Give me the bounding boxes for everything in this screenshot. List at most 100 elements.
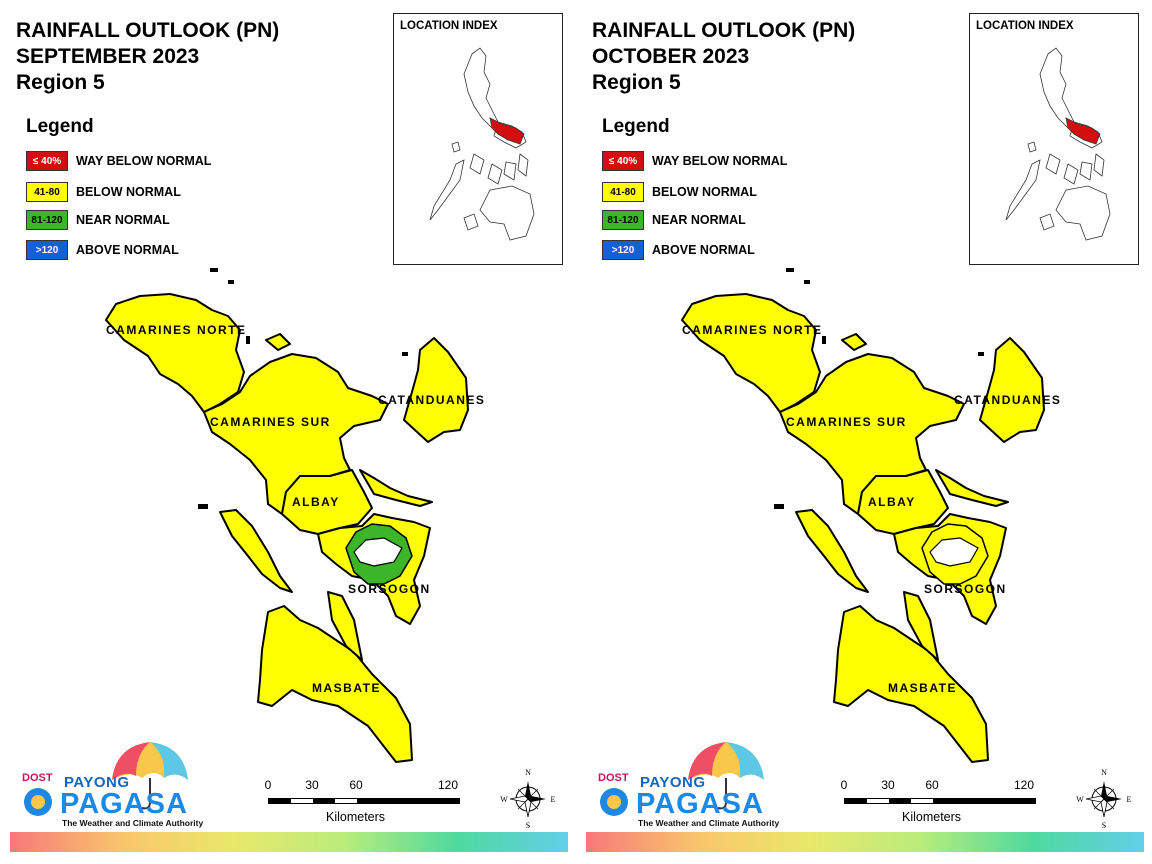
title-line-3: Region 5 xyxy=(16,71,105,94)
title-line-3: Region 5 xyxy=(592,71,681,94)
legend-item-above-normal: >120 ABOVE NORMAL xyxy=(26,239,179,261)
legend-label: BELOW NORMAL xyxy=(652,185,757,199)
label-masbate: MASBATE xyxy=(312,681,381,695)
footer-gradient-bar xyxy=(10,832,568,852)
logo-tagline: The Weather and Climate Authority xyxy=(62,818,204,828)
compass-w: W xyxy=(1076,795,1084,804)
near-normal-zone xyxy=(921,523,989,585)
umbrella-icon xyxy=(24,742,188,816)
island-small-n1 xyxy=(265,333,291,351)
label-sorsogon: SORSOGON xyxy=(348,582,431,596)
legend-swatch: 81-120 xyxy=(26,210,68,230)
legend-item-above-normal: >120 ABOVE NORMAL xyxy=(602,239,755,261)
compass-w: W xyxy=(500,795,508,804)
legend-label: WAY BELOW NORMAL xyxy=(76,154,212,168)
title-line-2: OCTOBER 2023 xyxy=(592,45,750,68)
label-sorsogon: SORSOGON xyxy=(924,582,1007,596)
compass-rose-icon: N E S W xyxy=(500,768,556,830)
legend-label: NEAR NORMAL xyxy=(652,213,746,227)
compass-e: E xyxy=(551,795,556,804)
scale-tick: 120 xyxy=(437,778,459,792)
region5-map xyxy=(681,268,1045,763)
island-small-n2 xyxy=(359,469,433,507)
label-camarines-sur: CAMARINES SUR xyxy=(210,415,331,429)
label-masbate: MASBATE xyxy=(888,681,957,695)
islet xyxy=(198,504,208,509)
region5-highlight xyxy=(489,117,525,145)
compass-e: E xyxy=(1127,795,1132,804)
legend-label: NEAR NORMAL xyxy=(76,213,170,227)
legend-item-near-normal: 81-120 NEAR NORMAL xyxy=(26,209,170,231)
scale-tick: 0 xyxy=(264,778,272,792)
philippines-inset-map xyxy=(1005,47,1111,241)
island-small-n2 xyxy=(935,469,1009,507)
scale-tick: 60 xyxy=(925,778,939,792)
scale-tick: 30 xyxy=(305,778,319,792)
near-normal-zone xyxy=(345,523,413,585)
province-camarines-norte xyxy=(681,293,821,413)
islet xyxy=(210,268,218,272)
location-index-title: LOCATION INDEX xyxy=(976,20,1074,32)
legend-label: ABOVE NORMAL xyxy=(652,243,755,257)
region5-highlight xyxy=(1065,117,1101,145)
legend-swatch: ≤ 40% xyxy=(602,151,644,171)
province-catanduanes xyxy=(403,337,469,443)
scale-tick: 60 xyxy=(349,778,363,792)
province-camarines-norte xyxy=(105,293,245,413)
location-index-inset: LOCATION INDEX xyxy=(393,13,563,265)
scale-bar-graphic xyxy=(844,798,1036,804)
philippines-inset-map xyxy=(429,47,535,241)
legend-label: ABOVE NORMAL xyxy=(76,243,179,257)
pagasa-logo: DOST PAYONG PAGASA The Weather and Clima… xyxy=(592,740,782,832)
legend-item-below-normal: 41-80 BELOW NORMAL xyxy=(26,181,181,203)
islet xyxy=(978,352,984,356)
footer-gradient-bar xyxy=(586,832,1144,852)
legend-item-near-normal: 81-120 NEAR NORMAL xyxy=(602,209,746,231)
province-masbate xyxy=(257,605,413,763)
compass-s: S xyxy=(526,821,530,828)
dost-text: DOST xyxy=(22,772,53,784)
label-albay: ALBAY xyxy=(292,495,340,509)
province-albay xyxy=(281,469,373,535)
island-ticao xyxy=(903,591,939,661)
compass-rose-icon: N E S W xyxy=(1076,768,1132,830)
legend-label: WAY BELOW NORMAL xyxy=(652,154,788,168)
pagasa-logo: DOST PAYONG PAGASA The Weather and Clima… xyxy=(16,740,206,832)
label-camarines-norte: CAMARINES NORTE xyxy=(106,323,247,337)
payong-text: PAYONG xyxy=(64,774,130,791)
island-ticao xyxy=(327,591,363,661)
compass-s: S xyxy=(1102,821,1106,828)
compass-n: N xyxy=(525,768,531,777)
islet xyxy=(804,280,810,284)
compass-n: N xyxy=(1101,768,1107,777)
scale-bar: 0 30 60 120 Kilometers xyxy=(262,778,462,828)
legend-swatch: >120 xyxy=(602,240,644,260)
label-albay: ALBAY xyxy=(868,495,916,509)
legend-title: Legend xyxy=(26,116,94,137)
label-camarines-norte: CAMARINES NORTE xyxy=(682,323,823,337)
outlook-panel-october: RAINFALL OUTLOOK (PN) OCTOBER 2023 Regio… xyxy=(576,0,1152,864)
map-title: RAINFALL OUTLOOK (PN) SEPTEMBER 2023 Reg… xyxy=(16,18,279,96)
legend-swatch: ≤ 40% xyxy=(26,151,68,171)
islet xyxy=(402,352,408,356)
legend-swatch: 81-120 xyxy=(602,210,644,230)
islet xyxy=(228,280,234,284)
legend-item-way-below-normal: ≤ 40% WAY BELOW NORMAL xyxy=(26,150,211,172)
legend-item-way-below-normal: ≤ 40% WAY BELOW NORMAL xyxy=(602,150,787,172)
logo-tagline: The Weather and Climate Authority xyxy=(638,818,780,828)
legend-label: BELOW NORMAL xyxy=(76,185,181,199)
scale-bar-graphic xyxy=(268,798,460,804)
label-camarines-sur: CAMARINES SUR xyxy=(786,415,907,429)
province-masbate xyxy=(833,605,989,763)
islet xyxy=(774,504,784,509)
title-line-1: RAINFALL OUTLOOK (PN) xyxy=(592,19,856,42)
province-catanduanes xyxy=(979,337,1045,443)
title-line-1: RAINFALL OUTLOOK (PN) xyxy=(16,19,280,42)
title-line-2: SEPTEMBER 2023 xyxy=(16,45,200,68)
label-catanduanes: CATANDUANES xyxy=(378,393,486,407)
label-catanduanes: CATANDUANES xyxy=(954,393,1062,407)
island-burias xyxy=(795,509,869,593)
legend-swatch: 41-80 xyxy=(26,182,68,202)
islet xyxy=(786,268,794,272)
payong-text: PAYONG xyxy=(640,774,706,791)
